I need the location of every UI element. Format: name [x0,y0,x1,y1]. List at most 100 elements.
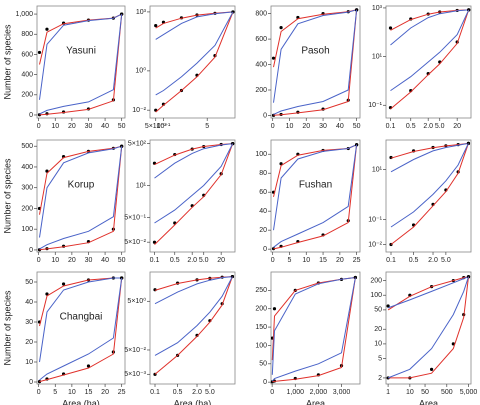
plot-frame [270,139,361,253]
y-tick-label: 50 [374,307,382,314]
plot-frame [270,271,361,385]
y-tick-label: 1,000 [15,11,33,18]
plot-frame [36,139,126,253]
fit-curve [271,277,356,382]
data-point [429,367,434,371]
x-tick-label: 20 [68,257,76,264]
y-tick-label: 5×10⁰ [127,297,146,305]
x-tick-label: 50 [118,123,126,130]
panel-title: Fushan [299,179,332,190]
fit-curve [39,14,123,116]
fit-curve [39,277,123,383]
y-tick-label: 400 [21,71,33,78]
x-tick-label: 0.1 [386,123,396,130]
y-tick-label: 10¹ [372,53,383,60]
y-tick-label: 50 [259,361,267,368]
y-tick-label: 10¹ [372,166,383,173]
x-tick-label: 0.5 [409,257,419,264]
fit-curve [387,276,469,309]
fit-curve [387,276,469,311]
x-tick-label: 0.5 [406,123,416,130]
fit-curve [155,11,234,40]
fit-curve [154,143,233,166]
x-tick-label: 20 [453,123,461,130]
plot-frame [149,5,236,119]
plot-frame [149,139,236,253]
plot-frame [385,271,472,385]
y-tick-label: 5×10⁻¹ [124,214,146,221]
y-tick-label: 10⁻¹ [368,216,382,223]
data-point [37,50,42,55]
fit-curve [39,145,122,238]
x-tick-label: 1 [386,389,390,396]
fit-curve [154,143,233,179]
fit-curve [39,14,123,115]
y-tick-label: 0 [29,379,33,386]
x-tick-label: 50 [421,389,429,396]
panel-title: Yasuni [66,45,96,56]
y-tick-label: 200 [21,205,33,212]
plot-frame [36,271,126,385]
y-tick-label: 5×10⁻³ [124,371,146,378]
x-tick-label: 5,000 [460,389,478,396]
data-point [279,26,283,30]
data-point [86,364,91,368]
x-tick-label: 0.5 [170,257,180,264]
x-tick-label: 10 [302,257,310,264]
y-tick-label: 20 [374,326,382,333]
fit-curve [390,142,469,173]
x-tick-label: 25 [353,257,361,264]
x-tick-label: 50 [353,123,361,130]
x-tick-label: 20 [302,123,310,130]
y-tick-label: 500 [21,143,33,150]
x-tick-label: 5.0 [205,389,215,396]
y-tick-label: 0 [263,112,267,119]
y-tick-label: 10⁻¹ [368,102,382,109]
x-tick-label: 30 [319,123,327,130]
x-tick-label: 0.1 [150,389,160,396]
x-tick-label: 0 [270,389,274,396]
fit-curve [388,276,469,379]
x-axis-label: Area (ha) [174,398,212,405]
y-tick-label: 0 [29,112,33,119]
y-tick-label: 100 [255,342,267,349]
fit-curve [155,11,234,113]
y-tick-label: 30 [25,319,33,326]
fit-curve [273,9,358,115]
fit-curve [273,144,358,250]
y-tick-label: 5×10⁻² [124,347,146,354]
fit-curve [155,11,234,96]
y-tick-label: 10⁻² [368,241,382,248]
y-axis-label: Number of species [2,158,12,234]
fit-curve [154,276,233,305]
fit-curve [273,9,357,103]
y-axis-label: Number of species [2,290,12,366]
x-tick-label: 30 [85,257,93,264]
data-point [152,240,157,244]
x-tick-label: 500 [441,389,453,396]
fit-curve [154,276,233,375]
y-tick-label: 2 [378,375,382,382]
fit-curve [154,276,233,291]
x-tick-label: 3,000 [333,389,351,396]
y-tick-label: 0 [29,247,33,254]
x-tick-label: 5 [288,257,292,264]
panel-title: Pasoh [301,45,329,56]
y-tick-label: 40 [259,208,267,215]
x-tick-label: 40 [101,257,109,264]
x-tick-label: 5.0 [441,257,451,264]
x-tick-label: 5 [53,389,57,396]
y-tick-label: 150 [255,324,267,331]
panel-title: Korup [68,179,95,190]
y-tick-label: 10¹ [136,182,147,189]
y-tick-label: 10⁰ [135,67,146,75]
y-tick-label: 5×10² [128,140,147,147]
fit-curve [154,143,234,245]
x-tick-label: 1,000 [287,389,305,396]
panel-title: Changbai [60,311,103,322]
x-tick-label: 0.1 [386,257,396,264]
data-point [388,26,393,30]
y-tick-label: 100 [370,292,382,299]
data-point [154,24,158,28]
